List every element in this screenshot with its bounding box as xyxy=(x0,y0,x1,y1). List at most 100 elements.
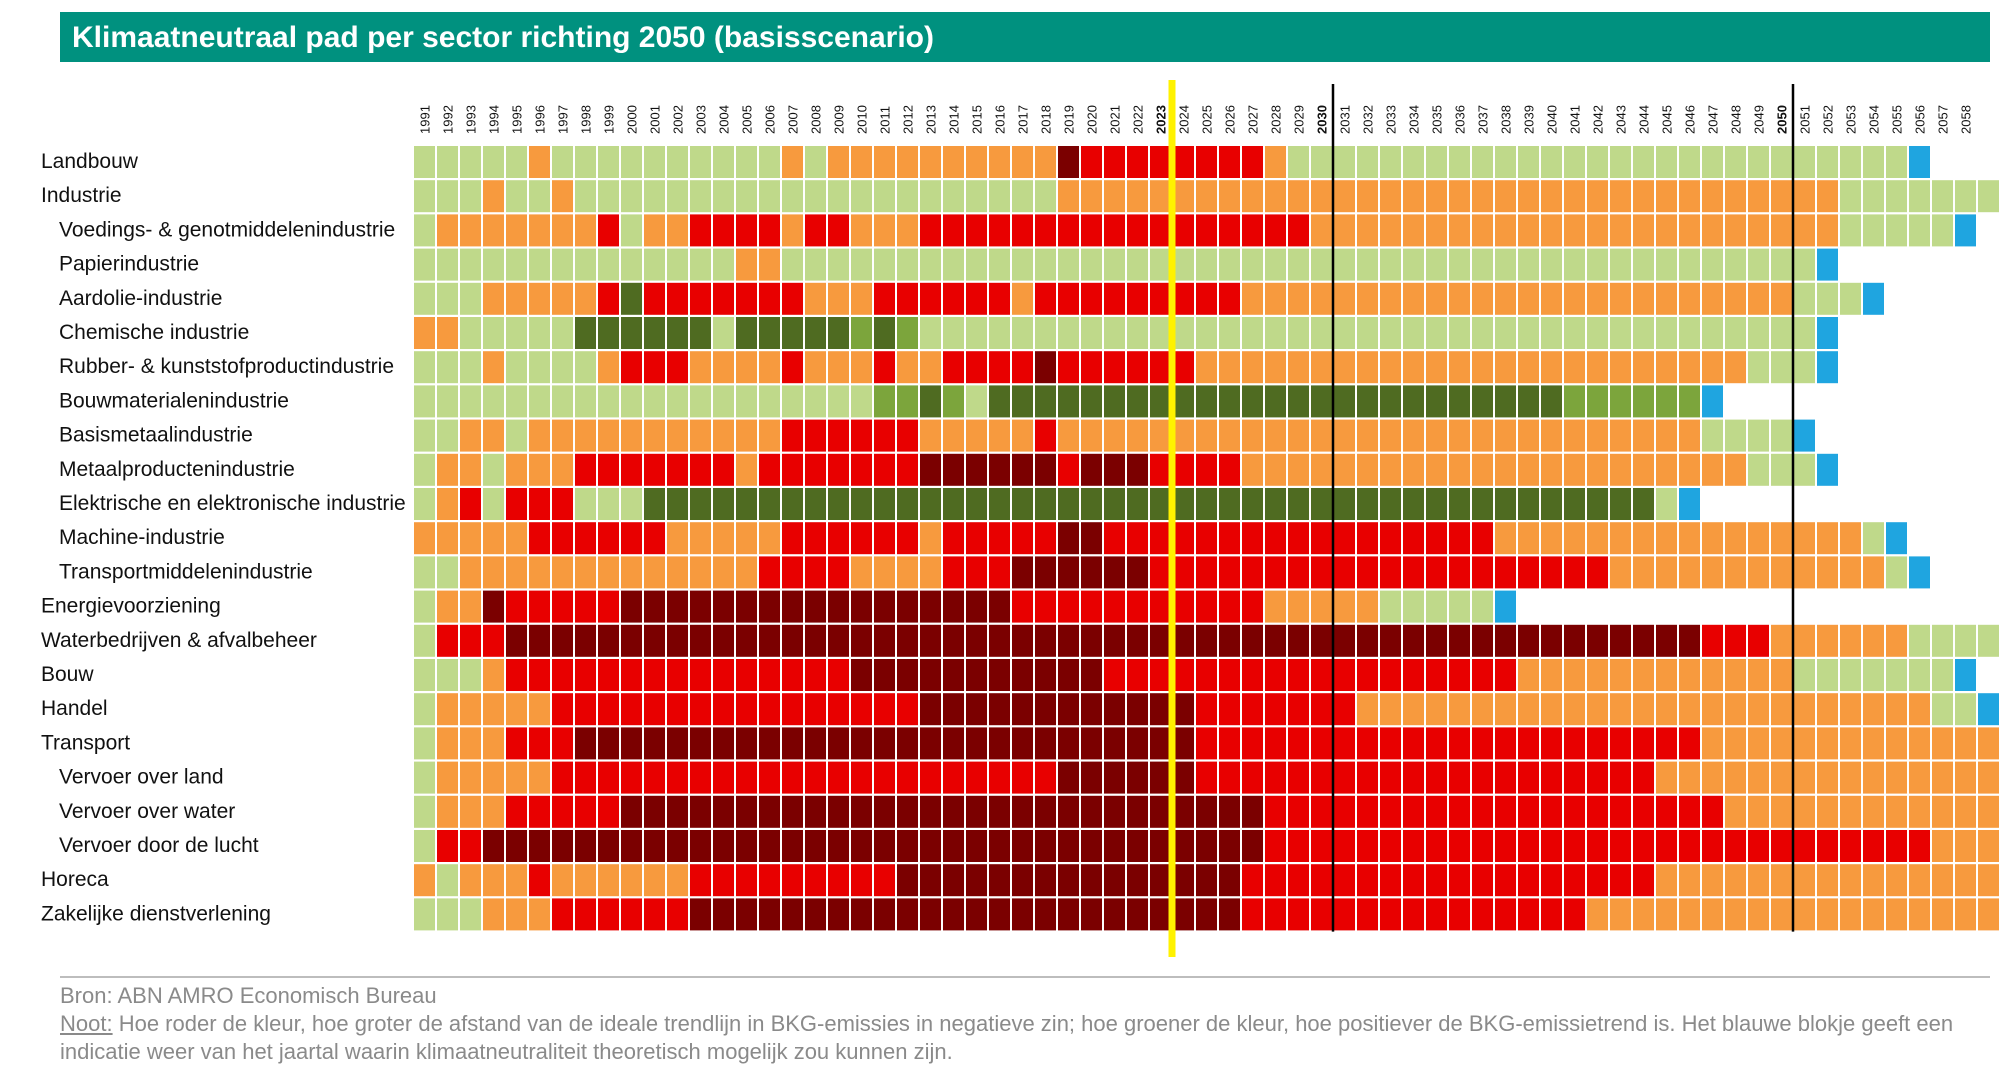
heatmap-cell xyxy=(506,453,527,486)
heatmap-cell xyxy=(598,624,619,657)
heatmap-cell xyxy=(1058,795,1079,828)
heatmap-cell xyxy=(1472,351,1493,384)
heatmap-cell xyxy=(782,522,803,555)
sector-label: Zakelijke dienstverlening xyxy=(41,902,271,925)
heatmap-cell xyxy=(690,624,711,657)
neutral-year-cell xyxy=(1909,556,1930,589)
heatmap-cell xyxy=(920,590,941,623)
heatmap-cell xyxy=(1449,180,1470,213)
heatmap-cell xyxy=(1518,761,1539,794)
heatmap-cell xyxy=(1357,488,1378,520)
heatmap-cell xyxy=(1771,214,1792,247)
heatmap-cell xyxy=(460,590,481,623)
heatmap-cell xyxy=(460,624,481,657)
heatmap-cell xyxy=(529,180,550,213)
heatmap-cell xyxy=(1449,659,1470,691)
heatmap-cell xyxy=(1564,659,1585,691)
heatmap-cell xyxy=(552,624,573,657)
heatmap-cell xyxy=(966,522,987,555)
heatmap-cell xyxy=(621,488,642,520)
heatmap-cell xyxy=(529,830,550,862)
heatmap-cell xyxy=(1541,419,1562,452)
heatmap-cell xyxy=(529,693,550,726)
heatmap-cell xyxy=(1242,419,1263,452)
heatmap-cell xyxy=(1265,556,1286,589)
heatmap-cell xyxy=(1909,795,1930,828)
heatmap-cell xyxy=(1127,351,1148,384)
heatmap-cell xyxy=(690,419,711,452)
heatmap-cell xyxy=(1403,727,1424,760)
heatmap-cell xyxy=(966,761,987,794)
year-label: 2037 xyxy=(1476,105,1491,134)
heatmap-cell xyxy=(1288,317,1309,349)
year-label: 2023 xyxy=(1154,105,1169,134)
heatmap-cell xyxy=(1265,761,1286,794)
heatmap-cell xyxy=(506,556,527,589)
heatmap-cell xyxy=(1265,727,1286,760)
heatmap-cell xyxy=(483,624,504,657)
heatmap-cell xyxy=(1771,282,1792,315)
heatmap-cell xyxy=(1242,659,1263,691)
heatmap-cell xyxy=(1771,419,1792,452)
heatmap-cell xyxy=(1518,488,1539,520)
sector-label: Vervoer over land xyxy=(59,766,224,789)
heatmap-cell xyxy=(1426,864,1447,897)
heatmap-cell xyxy=(667,248,688,281)
heatmap-cell xyxy=(920,248,941,281)
sector-label: Basismetaalindustrie xyxy=(59,424,253,447)
heatmap-cell xyxy=(1702,317,1723,349)
heatmap-cell xyxy=(1472,385,1493,418)
heatmap-cell xyxy=(1403,590,1424,623)
heatmap-cell xyxy=(736,282,757,315)
heatmap-cell xyxy=(828,556,849,589)
heatmap-cell xyxy=(874,556,895,589)
heatmap-cell xyxy=(1725,248,1746,281)
heatmap-cell xyxy=(552,659,573,691)
heatmap-cell xyxy=(1058,590,1079,623)
heatmap-cell xyxy=(851,795,872,828)
heatmap-cell xyxy=(483,727,504,760)
heatmap-cell xyxy=(598,385,619,418)
heatmap-cell xyxy=(1058,830,1079,862)
heatmap-cell xyxy=(1449,624,1470,657)
heatmap-cell xyxy=(851,624,872,657)
heatmap-cell xyxy=(575,727,596,760)
heatmap-cell xyxy=(1127,248,1148,281)
heatmap-cell xyxy=(1127,761,1148,794)
heatmap-cell xyxy=(1219,898,1240,931)
heatmap-cell xyxy=(460,214,481,247)
heatmap-cell xyxy=(713,317,734,349)
heatmap-cell xyxy=(1426,659,1447,691)
heatmap-cell xyxy=(782,693,803,726)
heatmap-cell xyxy=(1035,830,1056,862)
heatmap-cell xyxy=(1817,727,1838,760)
heatmap-cell xyxy=(1449,556,1470,589)
heatmap-cell xyxy=(1426,830,1447,862)
heatmap-cell xyxy=(1219,248,1240,281)
heatmap-cell xyxy=(1472,830,1493,862)
heatmap-cell xyxy=(1909,830,1930,862)
heatmap-cell xyxy=(1127,146,1148,178)
heatmap-cell xyxy=(1495,146,1516,178)
sector-label: Metaalproductenindustrie xyxy=(59,458,295,481)
heatmap-cell xyxy=(1265,248,1286,281)
heatmap-cell xyxy=(1242,385,1263,418)
heatmap-cell xyxy=(1840,146,1861,178)
heatmap-cell xyxy=(828,453,849,486)
heatmap-cell xyxy=(621,864,642,897)
heatmap-cell xyxy=(414,351,435,384)
sector-label: Bouw xyxy=(41,663,94,686)
heatmap-cell xyxy=(529,248,550,281)
heatmap-cell xyxy=(966,727,987,760)
heatmap-cell xyxy=(690,864,711,897)
heatmap-cell xyxy=(1012,385,1033,418)
heatmap-cell xyxy=(667,522,688,555)
heatmap-cell xyxy=(1219,488,1240,520)
heatmap-cell xyxy=(621,624,642,657)
heatmap-cell xyxy=(1173,180,1194,213)
heatmap-cell xyxy=(874,795,895,828)
heatmap-cell xyxy=(483,761,504,794)
heatmap-cell xyxy=(1127,522,1148,555)
heatmap-cell xyxy=(1150,659,1171,691)
year-label: 1997 xyxy=(556,105,571,134)
